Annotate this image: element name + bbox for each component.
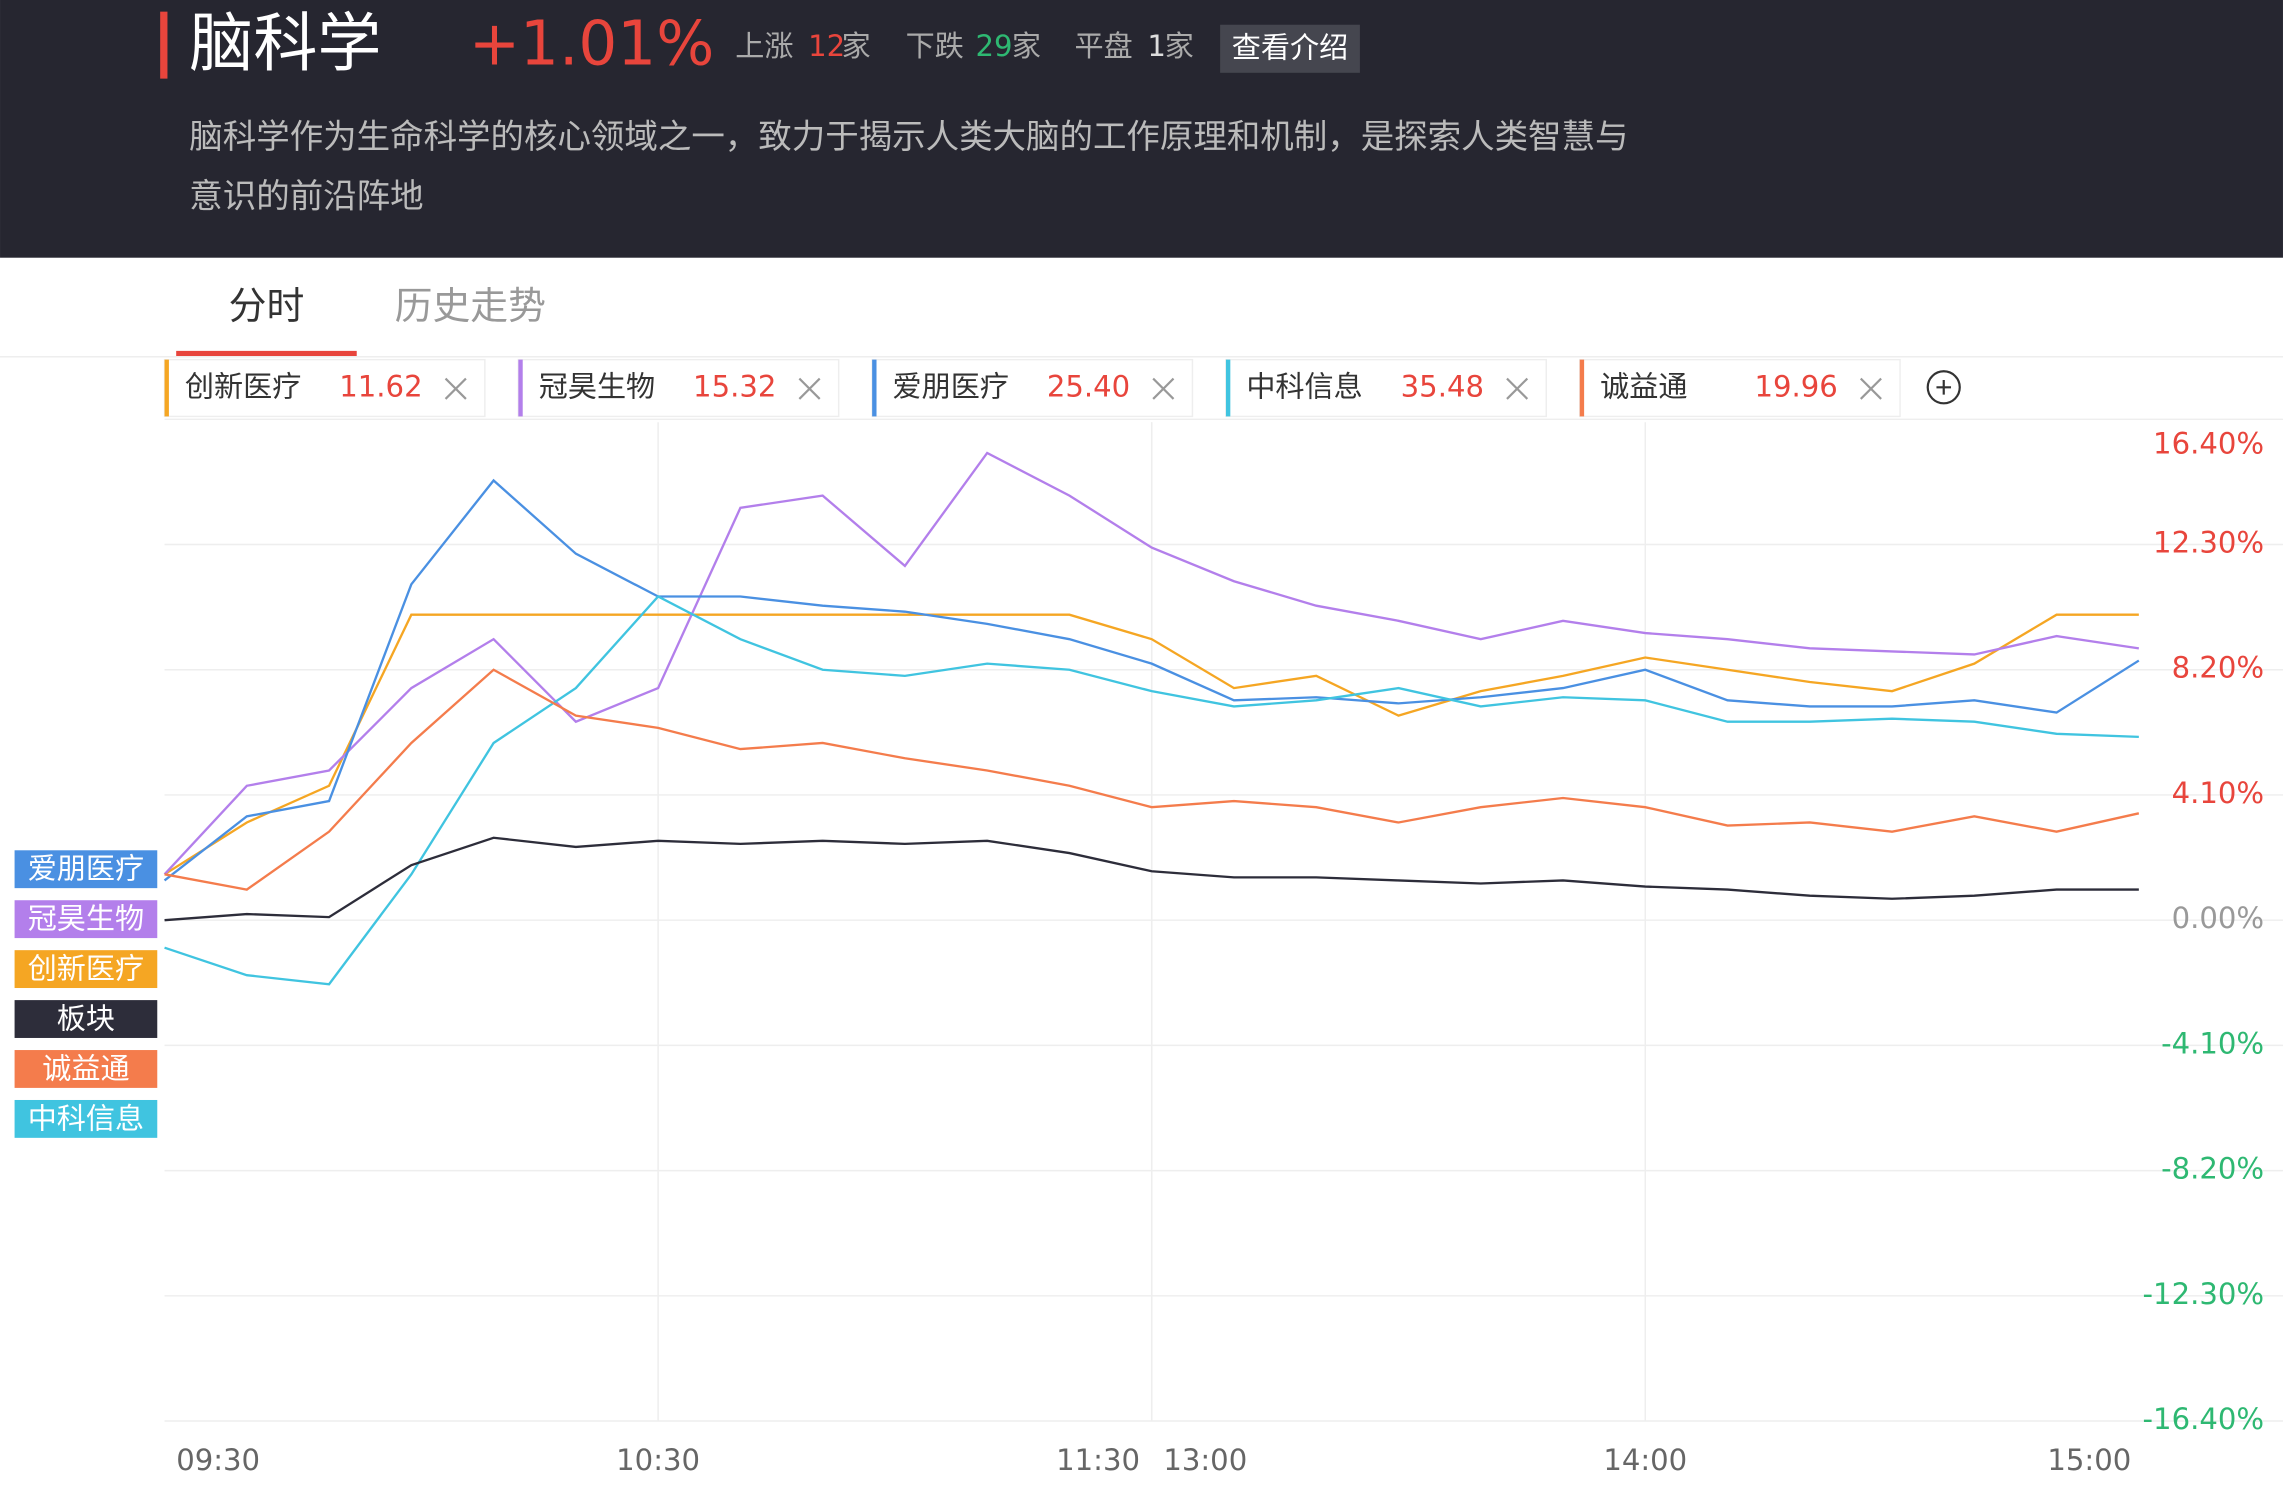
x-tick-label: 09:30 [176, 1443, 260, 1477]
intro-button-label[interactable]: 查看介绍 [1232, 31, 1348, 65]
legend-price: 19.96 [1754, 370, 1837, 404]
flat-label: 平盘 [1075, 29, 1133, 63]
side-tag-bg [14, 850, 158, 889]
legend-swatch [1225, 359, 1231, 417]
legend-close [1506, 377, 1529, 400]
add-icon [1936, 380, 1952, 395]
side-tag-bg [14, 1050, 158, 1088]
legend-name: 中科信息 [1246, 370, 1362, 404]
series-line [164, 595, 2139, 986]
y-tick-label: 12.30% [2153, 526, 2264, 560]
side-tag: 爱朋医疗 [28, 852, 144, 886]
series-line [163, 451, 2140, 876]
up-count: 12 [808, 29, 845, 63]
legend-price: 35.48 [1401, 370, 1484, 404]
side-tag-bg [14, 1099, 158, 1138]
flat-count: 1 [1147, 29, 1166, 63]
y-tick-label: -4.10% [2161, 1026, 2264, 1060]
unit: 家 [1165, 29, 1194, 63]
x-tick-label: 15:00 [2047, 1443, 2131, 1477]
side-tag-bg [14, 950, 158, 989]
x-tick-label: 11:30 [1056, 1443, 1140, 1477]
tab-underline [176, 350, 357, 357]
legend-name: 创新医疗 [185, 370, 301, 404]
side-tag-bg [14, 1000, 158, 1038]
legend-close [1152, 377, 1175, 400]
up-label: 上涨 [735, 29, 793, 63]
legend-chip [517, 358, 840, 418]
x-tick-label: 13:00 [1163, 1443, 1247, 1477]
unit: 家 [842, 29, 871, 63]
series-line [164, 668, 2140, 891]
side-tag: 冠昊生物 [28, 902, 144, 936]
legend-price: 15.32 [693, 370, 776, 404]
side-tag: 中科信息 [28, 1101, 144, 1135]
side-tag: 创新医疗 [28, 952, 144, 986]
side-tag: 诚益通 [42, 1051, 129, 1085]
legend-swatch [518, 359, 523, 417]
y-tick-label: -12.30% [2143, 1277, 2265, 1311]
x-tick-label: 14:00 [1603, 1443, 1687, 1477]
legend-swatch [872, 359, 877, 417]
legend-chip [163, 358, 486, 418]
y-tick-label: 8.20% [2172, 651, 2264, 685]
side-tag: 板块 [57, 1001, 115, 1035]
legend-close [1859, 377, 1882, 400]
legend-name: 诚益通 [1600, 370, 1687, 404]
side-tag-bg [14, 900, 158, 939]
unit: 家 [1012, 29, 1041, 63]
y-tick-label: 4.10% [2172, 776, 2264, 810]
title: 脑科学 [189, 8, 381, 82]
legend-chip [1225, 358, 1547, 418]
add-button[interactable] [1926, 370, 1961, 405]
tab[interactable]: 分时 [229, 284, 305, 328]
title-bar [160, 11, 168, 79]
x-tick-label: 10:30 [616, 1443, 700, 1477]
legend-chip [1579, 358, 1901, 418]
legend-name: 冠昊生物 [539, 370, 655, 404]
change: +1.01% [469, 9, 714, 80]
series-line [163, 478, 2140, 882]
legend-close [798, 377, 821, 400]
down-label: 下跌 [906, 29, 964, 63]
y-tick-label: 16.40% [2153, 427, 2264, 461]
header-bg [0, 0, 2283, 258]
legend-close [444, 377, 467, 400]
description: 意识的前沿阵地 [189, 177, 423, 216]
legend-price: 11.62 [339, 370, 422, 404]
y-tick-label: 0.00% [2172, 901, 2264, 935]
y-tick-label: -16.40% [2143, 1402, 2265, 1436]
side-tags: 爱朋医疗 冠昊生物 创新医疗 板块 诚益通 中科信息 [14, 850, 158, 1138]
intro-button[interactable] [1220, 24, 1360, 73]
legend-swatch [1579, 359, 1585, 417]
series-line [164, 836, 2139, 922]
tab[interactable]: 历史走势 [395, 284, 546, 328]
y-tick-label: -8.20% [2161, 1152, 2264, 1186]
legend-swatch [164, 359, 169, 417]
down-count: 29 [976, 29, 1013, 63]
description: 脑科学作为生命科学的核心领域之一，致力于揭示人类大脑的工作原理和机制，是探索人类… [189, 117, 1628, 156]
legend-price: 25.40 [1047, 370, 1130, 404]
legend-name: 爱朋医疗 [893, 370, 1009, 404]
series-line [163, 613, 2139, 876]
legend-chip [871, 358, 1194, 418]
